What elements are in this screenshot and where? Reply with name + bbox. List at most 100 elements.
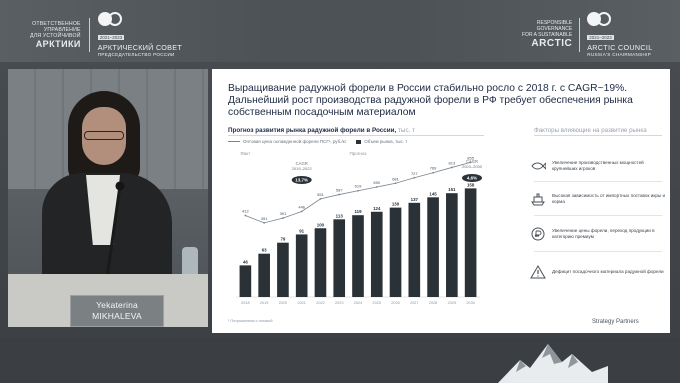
right-council-sub: RUSSIA'S CHAIRMANSHIP xyxy=(587,52,652,57)
cagr-2023-2030-value: 4,6% xyxy=(467,176,477,181)
chart-bar xyxy=(352,215,364,297)
cagr-2019-2022-badge xyxy=(291,176,312,184)
left-org-line-2: УПРАВЛЕНИЕ xyxy=(43,26,81,33)
left-org-line-1: ОТВЕТСТВЕННОЕ xyxy=(32,20,81,27)
price-point xyxy=(300,210,303,213)
legend-volume: Объем рынка, тыс. т xyxy=(356,139,407,144)
warning-icon xyxy=(530,264,546,280)
price-value-label: 412 xyxy=(242,209,249,214)
chart-bar xyxy=(370,211,383,297)
cagr-2019-2022-period: 2019–2022 xyxy=(292,166,313,171)
cagr-2023-2030-label: CAGR xyxy=(466,159,478,164)
strategy-partners-logo: Strategy Partners xyxy=(592,319,639,325)
price-value-label: 813 xyxy=(449,160,456,165)
chart-bar xyxy=(333,219,346,297)
x-tick-label: 2030 xyxy=(466,301,474,305)
price-point xyxy=(244,214,247,217)
factors-rule xyxy=(534,135,662,136)
x-tick-label: 2025 xyxy=(373,301,381,305)
factor-text: Высокая зависимость от импортных поставо… xyxy=(552,193,666,204)
bar-value-label: 91 xyxy=(299,228,304,233)
price-point xyxy=(394,182,397,185)
price-point xyxy=(450,166,453,169)
glasses-icon xyxy=(84,131,124,140)
bar-value-label: 124 xyxy=(373,206,381,211)
price-value-label: 650 xyxy=(373,180,380,185)
factor-divider xyxy=(534,251,662,252)
price-value-label: 619 xyxy=(355,184,362,189)
x-tick-label: 2019 xyxy=(260,301,268,305)
logo-divider xyxy=(88,17,90,52)
price-value-label: 587 xyxy=(336,188,343,193)
right-council-title: ARCTIC COUNCIL xyxy=(587,43,653,52)
bar-value-label: 63 xyxy=(262,248,267,253)
trout-market-chart: Факт Прогноз 46 2018 63 2019 79 2020 91 2021 100 20… xyxy=(236,151,483,305)
speaker-namecard: Yekaterina MIKHALEVA xyxy=(70,295,164,327)
chart-heading: Прогноз развития рынка радужной форели в… xyxy=(228,127,415,134)
speaker-first-name: Yekaterina xyxy=(96,300,138,310)
chart-heading-text: Прогноз развития рынка радужной форели в… xyxy=(228,127,397,134)
label-forecast: Прогноз xyxy=(350,151,367,156)
x-tick-label: 2018 xyxy=(241,301,249,305)
price-value-label: 855 xyxy=(467,155,474,160)
chart-bar xyxy=(389,207,402,297)
factor-item: Высокая зависимость от импортных поставо… xyxy=(530,186,666,212)
cagr-2019-2022-label: CAGR xyxy=(296,161,308,166)
price-value-label: 727 xyxy=(411,171,418,176)
price-value-label: 769 xyxy=(430,166,437,171)
bar-value-label: 46 xyxy=(243,259,248,264)
ship-icon xyxy=(530,191,546,207)
price-point xyxy=(263,221,266,224)
right-org-line-2: GOVERNANCE xyxy=(536,26,573,32)
bar-value-label: 158 xyxy=(467,182,475,187)
price-point xyxy=(413,176,416,179)
right-org-line-3: FOR A SUSTAINABLE xyxy=(522,32,573,38)
price-point xyxy=(319,197,322,200)
legend-price: Оптовая цена охлажденной форели ПСГ¹, ру… xyxy=(228,139,346,144)
chart-bar xyxy=(427,197,439,297)
chart-footnote: ¹ Потрошенная с головой xyxy=(228,319,273,323)
legend-price-label: Оптовая цена охлажденной форели ПСГ¹, ру… xyxy=(243,139,347,144)
left-council-title: АРКТИЧЕСКИЙ СОВЕТ xyxy=(97,43,183,52)
legend-volume-label: Объем рынка, тыс. т xyxy=(364,139,408,144)
chart-bar xyxy=(408,202,421,297)
bar-value-label: 100 xyxy=(317,222,325,227)
fish-icon xyxy=(530,158,546,174)
bar-value-label: 130 xyxy=(392,202,400,207)
speaker-figure xyxy=(38,91,188,283)
factors-title: Факторы влияющие на развитие рынка xyxy=(534,127,647,134)
chart-bar xyxy=(446,193,458,297)
factor-text: Увеличение производственных мощностей кр… xyxy=(552,160,644,171)
logo-divider xyxy=(579,17,581,52)
x-tick-label: 2028 xyxy=(429,301,437,305)
factor-divider xyxy=(534,215,662,216)
bar-value-label: 113 xyxy=(336,213,344,218)
left-org-text: ОТВЕТСТВЕННОЕ УПРАВЛЕНИЕ ДЛЯ УСТОЙЧИВОЙ … xyxy=(30,21,81,49)
factor-text: Дефицит посадочного материала радужной ф… xyxy=(552,269,664,275)
left-org-line-3: ДЛЯ УСТОЙЧИВОЙ xyxy=(30,32,81,39)
factor-item: Увеличение цены форели, переход продукци… xyxy=(530,221,666,247)
x-tick-label: 2026 xyxy=(391,301,399,305)
price-value-label: 351 xyxy=(261,216,268,221)
left-council-years: 2021–2023 xyxy=(97,35,125,40)
price-value-label: 551 xyxy=(317,192,324,197)
bar-value-label: 145 xyxy=(429,191,437,196)
x-tick-label: 2024 xyxy=(354,301,362,305)
factor-item: Дефицит посадочного материала радужной ф… xyxy=(530,259,666,285)
left-council-sub: ПРЕДСЕДАТЕЛЬСТВО РОССИИ xyxy=(97,52,175,57)
speaker-video: Yekaterina MIKHALEVA xyxy=(8,69,208,327)
right-council: 2021–2023 ARCTIC COUNCIL RUSSIA'S CHAIRM… xyxy=(587,12,652,57)
x-tick-label: 2020 xyxy=(279,301,287,305)
x-tick-label: 2023 xyxy=(335,301,343,305)
mountain-graphic-icon xyxy=(498,344,608,383)
factor-divider xyxy=(534,181,662,182)
right-org-big: ARCTIC xyxy=(531,38,573,49)
left-logo: ОТВЕТСТВЕННОЕ УПРАВЛЕНИЕ ДЛЯ УСТОЙЧИВОЙ … xyxy=(30,12,182,57)
bar-value-label: 79 xyxy=(280,237,285,242)
price-value-label: 681 xyxy=(392,176,399,181)
price-point xyxy=(432,171,434,174)
cagr-2019-2022-value: 13,7% xyxy=(295,178,308,183)
header-band: ОТВЕТСТВЕННОЕ УПРАВЛЕНИЕ ДЛЯ УСТОЙЧИВОЙ … xyxy=(0,0,680,62)
x-tick-label: 2021 xyxy=(297,301,305,305)
